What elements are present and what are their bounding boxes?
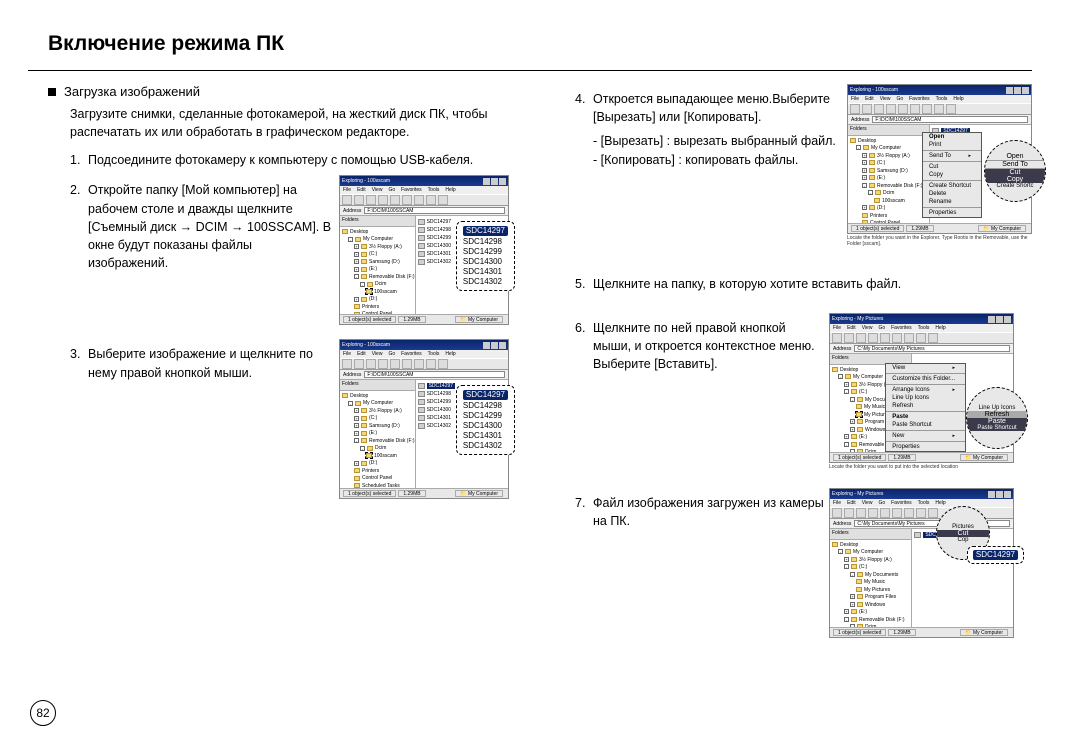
right-column: 4.Откроется выпадающее меню.Выберите [Вы… xyxy=(553,84,1032,638)
left-column: Загрузка изображений Загрузите снимки, с… xyxy=(48,84,527,638)
step-1: 1.Подсоедините фотокамеру к компьютеру с… xyxy=(70,151,527,169)
step-6: 6.Щелкните по ней правой кнопкой мыши, и… xyxy=(575,319,825,373)
screenshot-step6: Exploring - My Pictures FileEditViewGoFa… xyxy=(829,313,1014,470)
zoom-6: Line Up Icons Refresh Paste Paste Shortc… xyxy=(966,387,1028,449)
callout-single: SDC14297 xyxy=(967,546,1024,564)
title-rule xyxy=(28,70,1032,71)
screenshot-step4: Exploring - 100sscam FileEditViewGoFavor… xyxy=(847,84,1032,247)
step-4b: - [Копировать] : копировать файлы. xyxy=(593,151,843,170)
step-3: 3.Выберите изображение и щелкните по нем… xyxy=(70,345,335,381)
screenshot-step2: Exploring - 100sscam FileEditViewGoFavor… xyxy=(339,175,509,325)
screenshot-step3: Exploring - 100sscam FileEditViewGoFavor… xyxy=(339,339,509,499)
page-number: 82 xyxy=(30,700,56,726)
step-7: 7.Файл изображения загружен из камеры на… xyxy=(575,494,825,530)
context-menu-6: View Customize this Folder... Arrange Ic… xyxy=(885,363,966,452)
callout-filelist-a: SDC14297 SDC14298 SDC14299 SDC14300 SDC1… xyxy=(456,221,515,291)
step-4a: - [Вырезать] : вырезать выбранный файл. xyxy=(593,132,843,151)
intro-text: Загрузите снимки, сделанные фотокамерой,… xyxy=(70,105,527,141)
zoom-4: Open Send To Cut Copy Create Shortc xyxy=(984,140,1046,202)
callout-filelist-b: SDC14297 SDC14298 SDC14299 SDC14300 SDC1… xyxy=(456,385,515,455)
page-title: Включение режима ПК xyxy=(48,32,1032,56)
step-5: 5.Щелкните на папку, в которую хотите вс… xyxy=(575,275,1032,293)
caption-4: Locate the folder you want in the Explor… xyxy=(847,235,1032,247)
step-4: 4.Откроется выпадающее меню.Выберите [Вы… xyxy=(575,90,843,126)
bullet-icon xyxy=(48,88,56,96)
section-heading: Загрузка изображений xyxy=(64,84,200,99)
screenshot-step7: Exploring - My Pictures FileEditViewGoFa… xyxy=(829,488,1014,638)
caption-6: Locate the folder you want to put into t… xyxy=(829,464,1014,470)
step-2: 2.Откройте папку [Мой компьютер] на рабо… xyxy=(70,181,335,272)
context-menu-4: Open Print Send To Cut Copy Create Short… xyxy=(922,132,982,218)
